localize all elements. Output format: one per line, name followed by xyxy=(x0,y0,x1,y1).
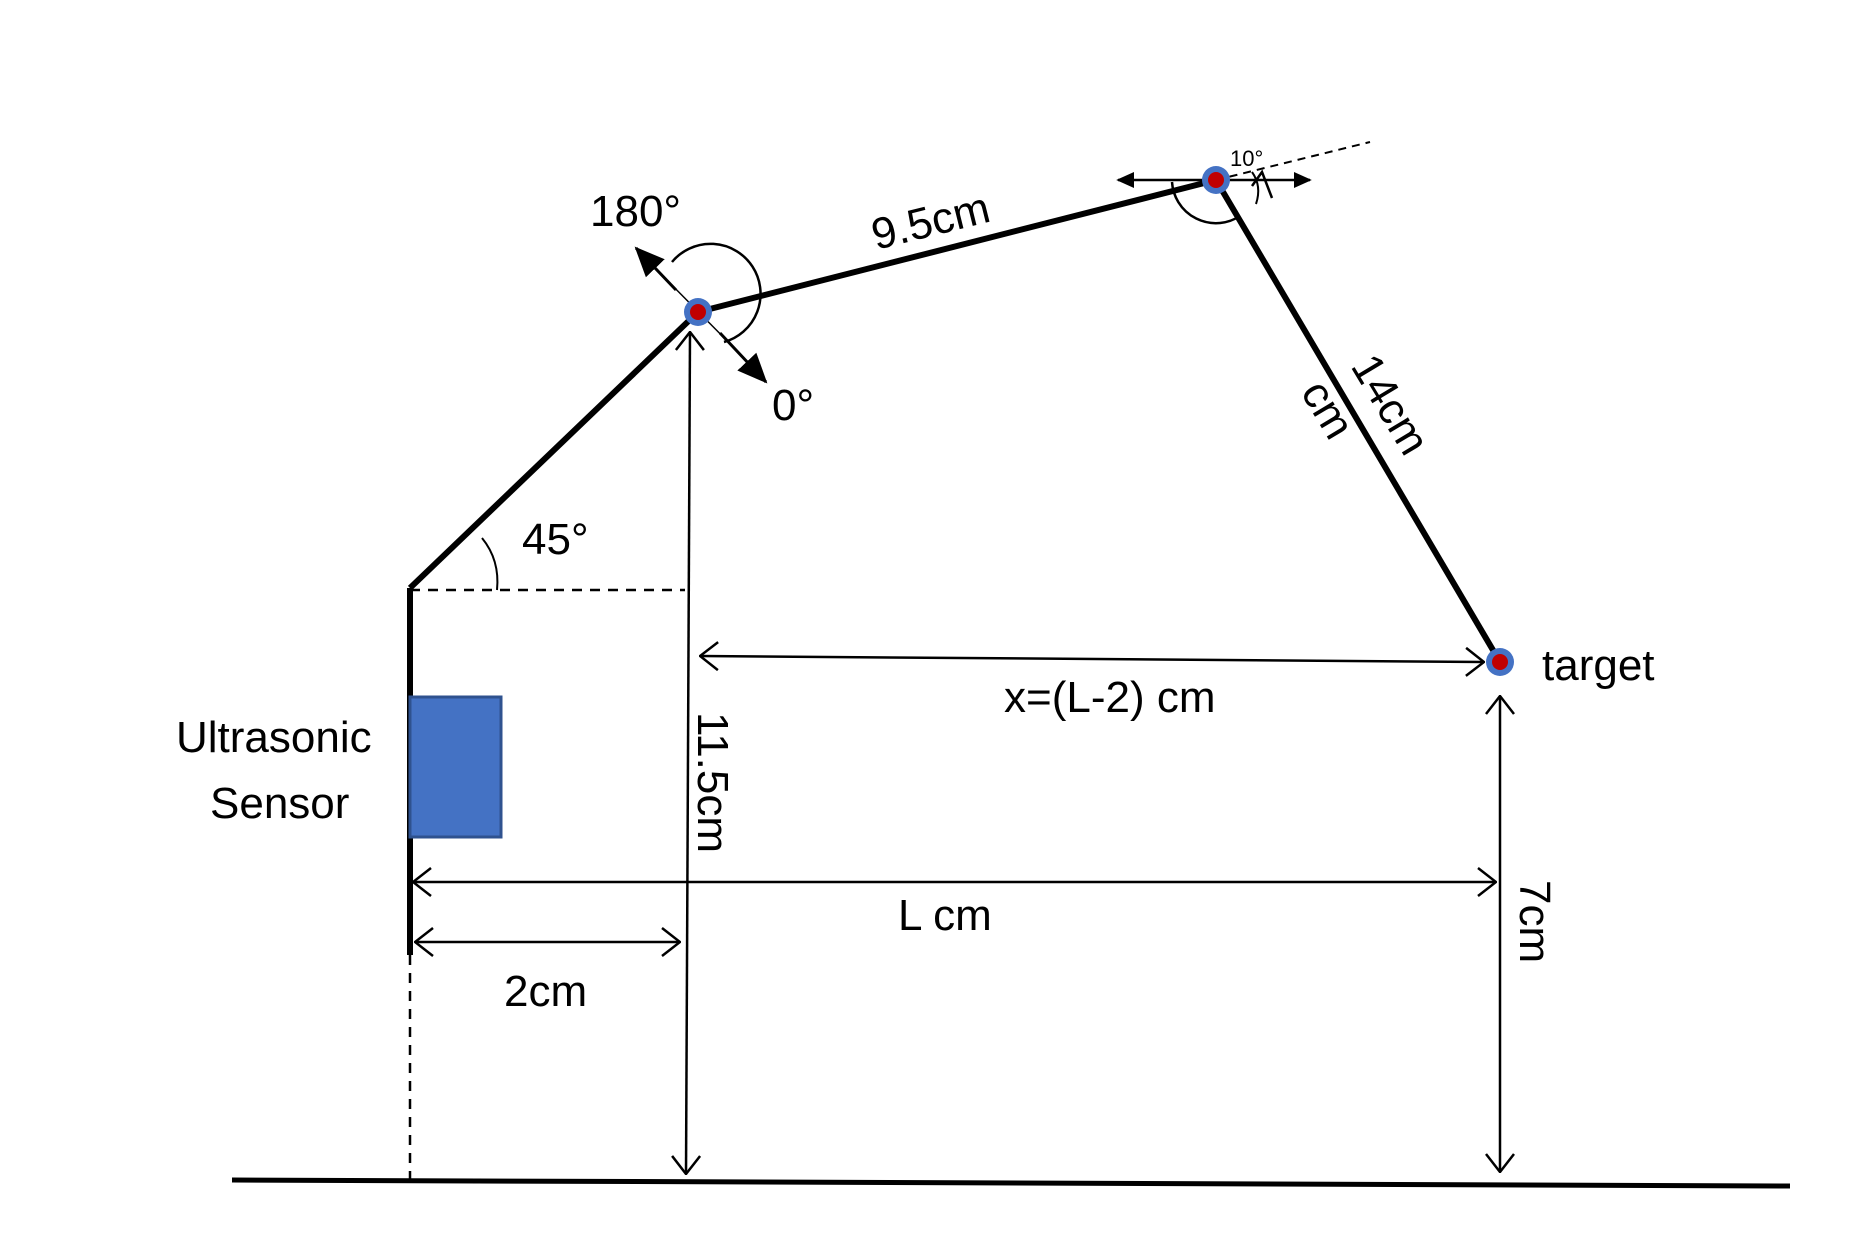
label-distance-2: 2cm xyxy=(504,967,587,1016)
label-target: target xyxy=(1542,641,1655,690)
label-angle-45: 45° xyxy=(522,515,589,564)
label-arm-link-1: 9.5cm xyxy=(867,183,995,260)
label-angle-10: 10° xyxy=(1230,146,1263,171)
joint2-small-arrowhead xyxy=(1250,169,1274,199)
dim-11-5cm xyxy=(686,332,690,1174)
target-point xyxy=(1486,648,1514,676)
joint-1 xyxy=(684,298,712,326)
joint2-angle-arc xyxy=(1170,181,1241,225)
arrow-180-direction xyxy=(634,246,678,292)
label-arm-link-2-a: 14cm xyxy=(1341,346,1438,463)
label-height-target: 7cm xyxy=(1510,880,1559,963)
dim-x xyxy=(700,656,1484,662)
joint2-reference-dashed xyxy=(1215,141,1371,181)
arm-link-2 xyxy=(1213,178,1503,664)
angle-45-arc xyxy=(481,537,499,591)
label-angle-0: 0° xyxy=(772,381,814,430)
angle-10-arc xyxy=(1251,171,1260,205)
joint1-rotation-arc xyxy=(671,242,762,344)
ultrasonic-sensor-box xyxy=(408,695,503,839)
label-distance-L: L cm xyxy=(898,891,992,940)
ground-line xyxy=(231,1177,1791,1189)
arm-link-1 xyxy=(697,177,1217,315)
label-angle-180: 180° xyxy=(590,187,681,236)
label-distance-x: x=(L-2) cm xyxy=(1004,673,1215,722)
label-height-joint: 11.5cm xyxy=(688,712,737,853)
joint-2 xyxy=(1202,166,1230,194)
arm-link-base xyxy=(407,309,701,591)
label-sensor-line1: Ultrasonic xyxy=(176,713,372,762)
label-sensor-line2: Sensor xyxy=(210,779,349,828)
